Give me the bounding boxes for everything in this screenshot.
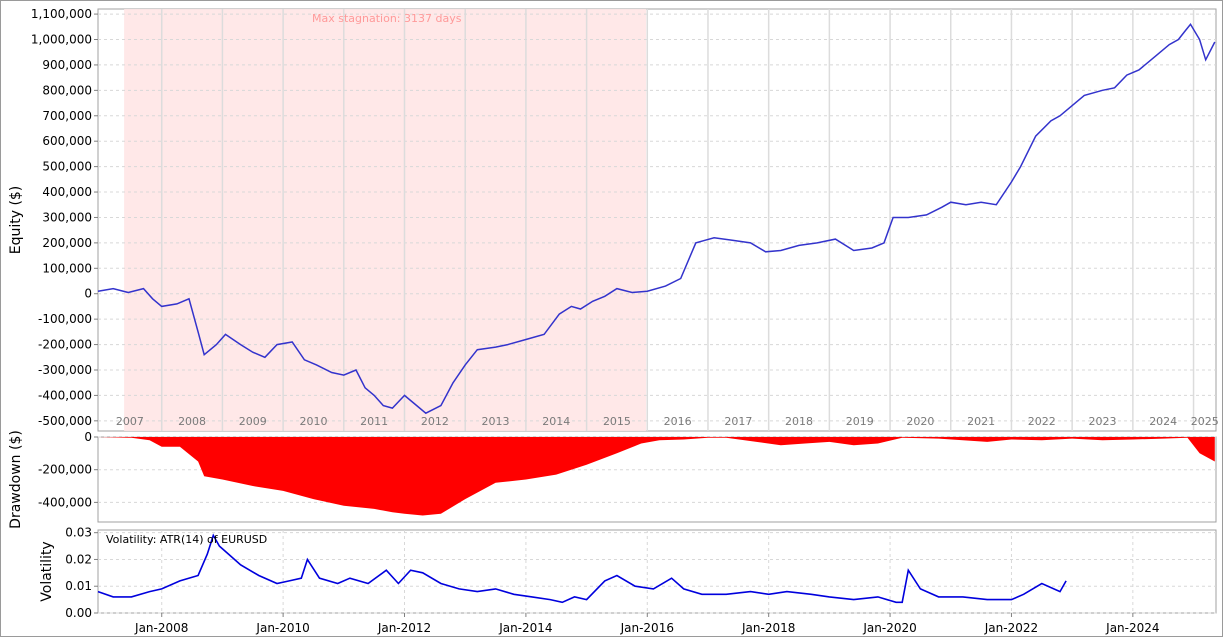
equity-axis-label: Equity ($) <box>8 186 24 255</box>
year-label: 2007 <box>116 415 144 428</box>
equity-y-tick-label: -300,000 <box>38 363 92 377</box>
year-label: 2008 <box>178 415 206 428</box>
x-tick-label: Jan-2012 <box>377 621 431 635</box>
volatility-panel: 0.03 0.02 0.01 0.00 Jan-2008 Jan-2010 Jan-201… <box>39 526 1217 635</box>
x-tick-label: Jan-2024 <box>1105 621 1159 635</box>
equity-y-tick-label: 1,000,000 <box>31 33 92 47</box>
volatility-y-tick-label: 0.02 <box>65 552 92 566</box>
year-label: 2020 <box>906 415 934 428</box>
year-label: 2012 <box>421 415 449 428</box>
x-tick-label: Jan-2020 <box>862 621 916 635</box>
equity-y-tick-label: -400,000 <box>38 388 92 402</box>
volatility-plot-area <box>97 529 1217 614</box>
equity-y-tick-label: -100,000 <box>38 312 92 326</box>
year-label: 2011 <box>360 415 388 428</box>
date-x-ticks: Jan-2008 Jan-2010 Jan-2012 Jan-2014 Jan-2016… <box>134 613 1160 635</box>
volatility-y-tick-label: 0.00 <box>65 606 92 620</box>
equity-y-tick-label: 0 <box>84 287 92 301</box>
drawdown-y-tick-label: -200,000 <box>38 463 92 477</box>
equity-y-tick-label: 800,000 <box>42 83 92 97</box>
year-label: 2017 <box>724 415 752 428</box>
drawdown-area <box>98 437 1215 516</box>
x-tick-label: Jan-2016 <box>620 621 674 635</box>
equity-y-tick-label: 300,000 <box>42 210 92 224</box>
equity-y-tick-label: -500,000 <box>38 414 92 428</box>
x-tick-label: Jan-2010 <box>255 621 309 635</box>
year-label: 2014 <box>542 415 570 428</box>
volatility-line <box>97 533 1067 604</box>
equity-gridlines <box>98 13 1216 422</box>
year-label: 2015 <box>603 415 631 428</box>
stagnation-label: Max stagnation: 3137 days <box>312 12 462 25</box>
equity-y-tick-label: 500,000 <box>42 160 92 174</box>
equity-y-tick-label: 1,100,000 <box>31 7 92 21</box>
equity-y-tick-label: 700,000 <box>42 109 92 123</box>
year-label: 2025 <box>1191 415 1219 428</box>
equity-panel: Max stagnation: 3137 days 1,100,000 1,000… <box>8 7 1219 432</box>
equity-y-tick-label: 400,000 <box>42 185 92 199</box>
equity-line <box>97 22 1216 415</box>
drawdown-y-ticks: 0 -200,000 -400,000 <box>38 430 98 509</box>
year-label: 2022 <box>1028 415 1056 428</box>
drawdown-y-tick-label: 0 <box>84 430 92 444</box>
volatility-axis-label: Volatility <box>39 541 55 601</box>
x-tick-label: Jan-2014 <box>498 621 552 635</box>
year-label: 2016 <box>664 415 692 428</box>
x-tick-label: Jan-2008 <box>134 621 188 635</box>
volatility-y-ticks: 0.03 0.02 0.01 0.00 <box>65 526 98 620</box>
equity-y-tick-label: 200,000 <box>42 236 92 250</box>
year-separators <box>160 9 1195 431</box>
volatility-gridlines <box>98 530 1216 614</box>
year-labels: 2007 2008 2009 2010 2011 2012 2013 2014 2015 2016… <box>116 415 1219 428</box>
equity-y-tick-label: 100,000 <box>42 261 92 275</box>
year-label: 2023 <box>1089 415 1117 428</box>
year-label: 2013 <box>482 415 510 428</box>
year-label: 2021 <box>967 415 995 428</box>
drawdown-y-tick-label: -400,000 <box>38 495 92 509</box>
x-tick-label: Jan-2022 <box>984 621 1038 635</box>
volatility-y-tick-label: 0.03 <box>65 526 92 540</box>
year-label: 2018 <box>785 415 813 428</box>
equity-y-ticks: 1,100,000 1,000,000 900,000 800,000 700,000 6… <box>31 7 98 428</box>
stagnation-region <box>124 9 647 431</box>
year-label: 2019 <box>846 415 874 428</box>
volatility-title: Volatility: ATR(14) of EURUSD <box>106 533 267 546</box>
equity-y-tick-label: 600,000 <box>42 134 92 148</box>
x-tick-label: Jan-2018 <box>741 621 795 635</box>
equity-y-tick-label: 900,000 <box>42 58 92 72</box>
year-label: 2024 <box>1149 415 1177 428</box>
year-label: 2009 <box>239 415 267 428</box>
equity-y-tick-label: -200,000 <box>38 338 92 352</box>
volatility-y-tick-label: 0.01 <box>65 579 92 593</box>
drawdown-axis-label: Drawdown ($) <box>8 430 24 529</box>
year-label: 2010 <box>299 415 327 428</box>
drawdown-panel: 0 -200,000 -400,000 Drawdown ($) <box>8 430 1217 529</box>
